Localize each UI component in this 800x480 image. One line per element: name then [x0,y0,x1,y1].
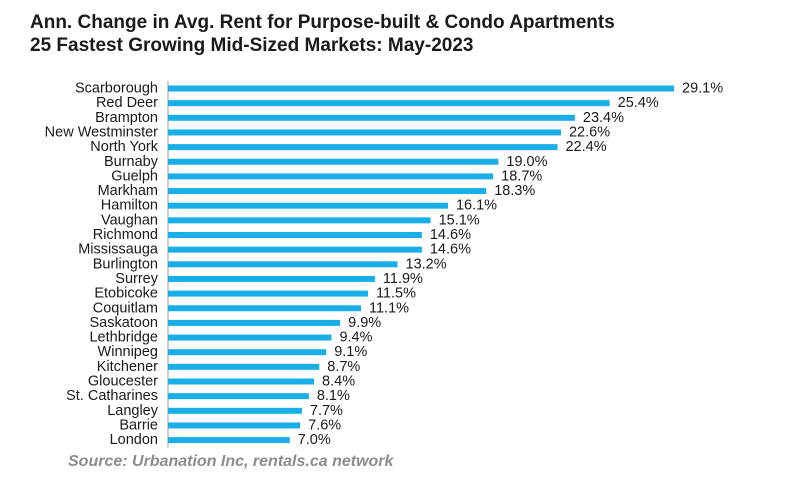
bar [168,378,315,385]
data-label: 11.1% [369,300,409,316]
category-label: Langley [107,403,159,419]
category-label: Saskatoon [89,315,158,331]
source-note: Source: Urbanation Inc, rentals.ca netwo… [68,453,394,470]
data-label: 7.7% [310,403,343,419]
bar [168,188,487,195]
data-label: 9.9% [348,315,381,331]
bar [168,246,422,253]
bar [168,114,575,121]
data-label: 23.4% [583,110,624,126]
category-label: Vaughan [101,212,158,228]
data-label: 15.1% [439,212,480,228]
chart-subtitle: 25 Fastest Growing Mid-Sized Markets: Ma… [30,35,474,56]
data-label: 16.1% [456,198,497,214]
data-label: 8.4% [322,374,355,390]
bar [168,144,558,151]
data-label: 9.4% [339,330,372,346]
data-label: 8.7% [327,359,360,375]
bar [168,173,494,180]
bar [168,407,302,414]
data-label: 8.1% [317,388,350,404]
data-label: 14.6% [430,227,471,243]
bar [168,319,341,326]
bar [168,202,448,209]
category-label: Lethbridge [89,330,158,346]
data-label: 7.6% [308,417,341,433]
category-label: Winnipeg [98,344,158,360]
category-label: Burnaby [104,154,159,170]
bar [168,85,674,92]
category-label: Barrie [119,417,158,433]
category-label: Kitchener [97,359,158,375]
chart-title: Ann. Change in Avg. Rent for Purpose-bui… [30,12,615,33]
category-label: New Westminster [45,124,159,140]
bar [168,334,332,341]
bar [168,158,499,165]
category-label: Surrey [115,271,158,287]
data-label: 22.6% [569,124,610,140]
data-label: 22.4% [565,139,606,155]
data-label: 13.2% [406,256,447,272]
category-label: St. Catharines [66,388,158,404]
bar [168,290,368,297]
bar [168,305,362,312]
data-label: 18.3% [494,183,535,199]
category-label: Brampton [95,110,158,126]
bar [168,217,431,224]
bar [168,129,561,136]
category-label: Scarborough [75,81,158,97]
category-label: Guelph [111,168,158,184]
data-label: 7.0% [298,432,331,448]
category-label: Red Deer [96,95,158,111]
category-label: Hamilton [101,198,158,214]
category-label: Etobicoke [94,286,158,302]
data-label: 14.6% [430,242,471,258]
bar [168,275,375,282]
data-label: 9.1% [334,344,367,360]
bar [168,437,290,444]
bar [168,393,309,400]
category-label: Markham [98,183,158,199]
category-label: London [110,432,158,448]
bar [168,349,327,356]
data-label: 18.7% [501,168,542,184]
data-label: 25.4% [618,95,659,111]
bar [168,232,422,238]
category-label: Richmond [93,227,158,243]
bar [168,100,610,107]
category-label: Coquitlam [93,300,158,316]
category-label: North York [90,139,158,155]
category-label: Mississauga [78,242,159,258]
category-label: Burlington [93,256,158,272]
bar [168,363,320,370]
category-label: Gloucester [88,374,158,390]
data-label: 11.9% [383,271,423,287]
data-label: 29.1% [682,81,723,97]
data-label: 19.0% [506,154,547,170]
data-label: 11.5% [376,286,416,302]
bar [168,261,398,268]
bar [168,422,301,429]
